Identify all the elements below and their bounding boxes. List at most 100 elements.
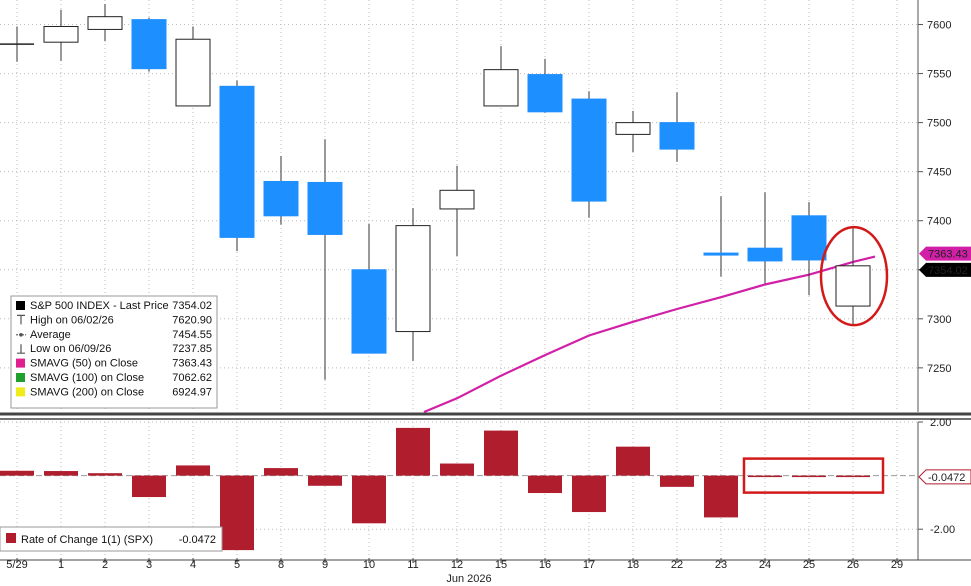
roc-value-tag-bg <box>918 469 971 485</box>
roc-bar-7 <box>308 475 342 486</box>
price-tag-label-0: 7363.43 <box>928 249 968 261</box>
roc-bar-2 <box>88 473 122 476</box>
roc-bar-5 <box>220 475 254 551</box>
last-candle-highlight-circle <box>819 225 889 327</box>
candle-8 <box>351 223 387 354</box>
price-legend-value-2: 7454.55 <box>172 329 212 341</box>
roc-bar-15 <box>660 475 694 487</box>
price-legend-marker-5 <box>16 373 25 382</box>
roc-bar-9 <box>396 427 430 476</box>
price-tag-bg-0 <box>919 246 971 261</box>
roc-bar-10 <box>440 463 474 476</box>
price-legend-label-5: SMAVG (100) on Close <box>30 372 144 384</box>
candle-body-3 <box>131 19 167 70</box>
price-ytick-label-6: 7550 <box>927 69 951 81</box>
price-legend-label-2: Average <box>30 329 71 341</box>
candle-3 <box>131 17 167 72</box>
candle-body-5 <box>219 85 255 238</box>
roc-legend-label: Rate of Change 1(1) (SPX) <box>21 534 153 546</box>
x-tick-label-2: 2 <box>102 559 108 571</box>
price-legend-value-5: 7062.62 <box>172 372 212 384</box>
candle-7 <box>307 139 343 380</box>
x-tick-label-5: 5 <box>234 559 240 571</box>
price-legend-marker-1 <box>17 314 25 325</box>
x-tick-label-10: 12 <box>451 559 463 571</box>
price-legend-label-1: High on 06/02/26 <box>30 314 114 326</box>
roc-bar-0 <box>0 470 34 476</box>
roc-bar-8 <box>352 475 386 524</box>
roc-ytick-label-0: 2.00 <box>930 417 951 429</box>
candle-18 <box>791 202 827 296</box>
price-legend-value-3: 7237.85 <box>172 343 212 355</box>
price-legend-value-0: 7354.02 <box>172 300 212 312</box>
candle-1 <box>43 9 79 61</box>
roc-bar-12 <box>528 475 562 494</box>
candle-4 <box>175 26 211 107</box>
candle-15 <box>659 92 695 162</box>
candle-body-18 <box>791 215 827 261</box>
price-legend-label-4: SMAVG (50) on Close <box>30 358 138 370</box>
candle-body-15 <box>659 122 695 150</box>
x-tick-label-7: 9 <box>322 559 328 571</box>
candle-13 <box>571 91 607 218</box>
roc-bar-1 <box>44 471 78 476</box>
price-legend-label-6: SMAVG (200) on Close <box>30 386 144 398</box>
x-tick-label-17: 24 <box>759 559 771 571</box>
panel-gap <box>0 412 971 422</box>
candle-19 <box>835 227 871 325</box>
roc-legend-value: -0.0472 <box>179 534 216 546</box>
roc-bar-13 <box>572 475 606 513</box>
x-tick-label-13: 17 <box>583 559 595 571</box>
price-legend-value-1: 7620.90 <box>172 314 212 326</box>
price-ytick-label-5: 7500 <box>927 118 951 130</box>
roc-legend-box <box>0 526 223 552</box>
price-legend-value-6: 6924.97 <box>172 386 212 398</box>
x-tick-label-12: 16 <box>539 559 551 571</box>
x-tick-label-11: 15 <box>495 559 507 571</box>
candle-11 <box>483 46 519 107</box>
candle-body-4 <box>175 38 211 107</box>
candle-body-10 <box>439 189 475 210</box>
x-tick-label-3: 3 <box>146 559 152 571</box>
candle-body-12 <box>527 74 563 113</box>
roc-highlight-rect <box>742 457 885 494</box>
roc-bar-14 <box>616 446 650 476</box>
roc-value-tag-label: -0.0472 <box>928 472 965 484</box>
roc-bar-16 <box>704 475 738 518</box>
x-tick-label-6: 8 <box>278 559 284 571</box>
x-tick-label-16: 23 <box>715 559 727 571</box>
price-legend-value-4: 7363.43 <box>172 358 212 370</box>
candle-14 <box>615 110 651 153</box>
candle-body-6 <box>263 180 299 217</box>
price-tag-0: 7363.43 <box>919 246 971 261</box>
candle-12 <box>527 58 563 113</box>
candle-body-8 <box>351 269 387 354</box>
candle-body-9 <box>395 225 431 333</box>
roc-bar-17 <box>748 475 782 478</box>
roc-bar-18 <box>792 475 826 478</box>
candle-body-19 <box>835 265 871 307</box>
roc-bar-11 <box>484 430 518 476</box>
roc-legend-marker <box>6 533 16 543</box>
x-tick-label-15: 22 <box>671 559 683 571</box>
x-tick-label-18: 25 <box>803 559 815 571</box>
candle-body-14 <box>615 122 651 135</box>
price-legend-marker-4 <box>16 358 25 368</box>
price-ytick-label-0: 7250 <box>927 363 951 375</box>
roc-bar-19 <box>836 475 870 478</box>
roc-bar-4 <box>176 465 210 476</box>
price-tag-label-1: 7354.02 <box>928 265 968 277</box>
candle-17 <box>747 192 783 284</box>
candle-body-7 <box>307 181 343 235</box>
price-ytick-label-7: 7600 <box>927 20 951 32</box>
x-tick-label-4: 4 <box>190 559 196 571</box>
price-legend-box <box>10 295 218 409</box>
roc-bar-3 <box>132 475 166 498</box>
candle-9 <box>395 207 431 361</box>
price-ytick-label-4: 7450 <box>927 167 951 179</box>
candle-body-2 <box>87 16 123 30</box>
price-legend-marker-6 <box>16 387 25 397</box>
x-tick-label-20: 29 <box>891 559 903 571</box>
